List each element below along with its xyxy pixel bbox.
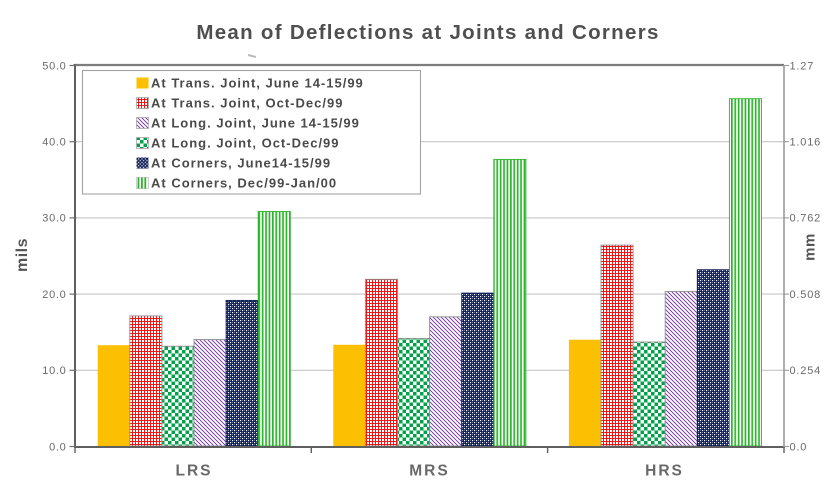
svg-text:10.0: 10.0 bbox=[42, 365, 66, 377]
svg-text:0.0: 0.0 bbox=[49, 441, 66, 453]
svg-text:1.016: 1.016 bbox=[790, 137, 822, 149]
svg-text:HRS: HRS bbox=[645, 463, 684, 480]
svg-text:50.0: 50.0 bbox=[42, 60, 66, 72]
svg-text:At Corners, June14-15/99: At Corners, June14-15/99 bbox=[151, 156, 331, 171]
svg-text:1.27: 1.27 bbox=[790, 60, 815, 72]
svg-text:0.762: 0.762 bbox=[790, 213, 822, 225]
svg-text:0.0: 0.0 bbox=[790, 441, 808, 453]
svg-text:0.254: 0.254 bbox=[790, 365, 822, 377]
svg-text:MRS: MRS bbox=[409, 463, 449, 480]
svg-text:0.508: 0.508 bbox=[790, 289, 822, 301]
svg-text:At Long. Joint, Oct-Dec/99: At Long. Joint, Oct-Dec/99 bbox=[151, 136, 340, 151]
svg-text:mm: mm bbox=[802, 233, 819, 261]
svg-text:30.0: 30.0 bbox=[42, 213, 66, 225]
svg-text:Mean of Deflections at Joints: Mean of Deflections at Joints and Corner… bbox=[196, 21, 659, 44]
svg-text:At Corners, Dec/99-Jan/00: At Corners, Dec/99-Jan/00 bbox=[151, 176, 337, 191]
svg-text:At Trans. Joint, Oct-Dec/99: At Trans. Joint, Oct-Dec/99 bbox=[151, 96, 343, 111]
svg-text:At Long. Joint, June 14-15/99: At Long. Joint, June 14-15/99 bbox=[151, 116, 360, 131]
svg-text:LRS: LRS bbox=[176, 463, 213, 480]
svg-text:40.0: 40.0 bbox=[42, 137, 66, 149]
svg-text:20.0: 20.0 bbox=[42, 289, 66, 301]
svg-text:At Trans. Joint, June 14-15/99: At Trans. Joint, June 14-15/99 bbox=[151, 76, 364, 91]
svg-text:mils: mils bbox=[14, 238, 31, 272]
